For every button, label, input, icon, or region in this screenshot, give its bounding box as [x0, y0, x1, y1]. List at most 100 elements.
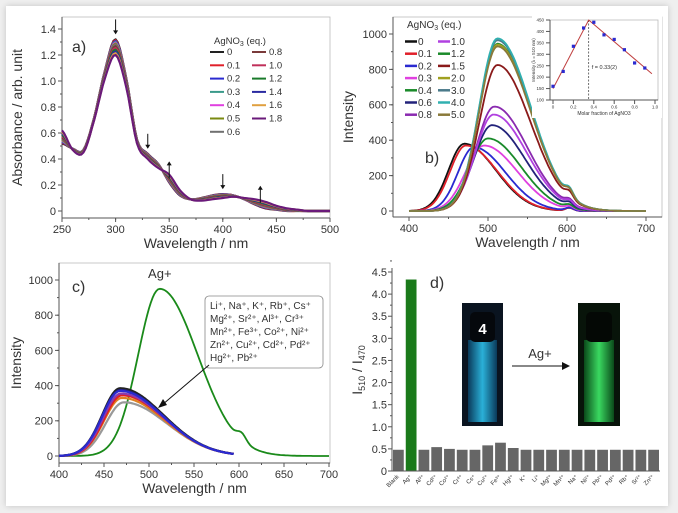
y-tick-label: 600	[369, 100, 387, 112]
bar	[546, 449, 557, 471]
series-line	[61, 39, 330, 213]
series-line	[61, 38, 330, 213]
x-tick-label: 450	[95, 469, 113, 481]
y-tick-label: 1.0	[41, 76, 56, 88]
legend-title-text: AgNO	[214, 36, 240, 47]
x-tick-label: Al³⁺	[414, 473, 426, 485]
y-tick-label: 1.4	[41, 24, 56, 36]
reaction-arrow-label: Ag+	[528, 346, 552, 361]
data-point	[602, 33, 606, 37]
bar	[482, 445, 494, 471]
y-tick-label: 1000	[29, 275, 53, 287]
legend-title-sub: 3	[434, 25, 438, 32]
y-tick-label: 200	[536, 75, 544, 80]
ion-list-box	[204, 295, 324, 369]
arrow-head-icon	[220, 185, 226, 190]
y-tick-label: 600	[35, 345, 53, 357]
x-axis-label: Wavelength / nm	[142, 480, 247, 496]
legend-label: 2.0	[451, 74, 465, 85]
ion-series-line	[58, 389, 234, 457]
y-tick-label: 0	[381, 206, 387, 218]
bar	[635, 449, 647, 471]
x-tick-label: 350	[160, 224, 178, 236]
panel-label: b)	[425, 150, 439, 167]
x-tick-label: 600	[558, 223, 576, 235]
bar	[648, 449, 659, 471]
x-tick-label: 450	[267, 224, 285, 236]
x-tick-label: 550	[185, 469, 203, 481]
legend-label: 0.2	[227, 74, 240, 85]
series-line	[61, 50, 330, 213]
y-tick-label: 3.5	[372, 311, 387, 323]
x-tick-label: Zn²⁺	[642, 473, 656, 487]
legend-title-rest: (eq.)	[244, 36, 266, 47]
ion-list-line: Li⁺, Na⁺, K⁺, Rb⁺, Cs⁺	[210, 301, 311, 312]
series-line	[409, 45, 646, 212]
x-tick-label: 0.4	[591, 105, 598, 110]
legend: AgNO3 (eq.) 00.10.2 0.30.40.60.8 1.01.21.5 2…	[405, 20, 465, 121]
arrow-head-icon	[145, 144, 151, 149]
y-tick-label: 100	[536, 98, 544, 103]
bar	[444, 448, 455, 471]
y-tick-label: 800	[35, 310, 53, 322]
legend-label: 0.8	[269, 47, 282, 58]
pointer-arrow-head-icon	[158, 399, 167, 408]
x-tick-label: Pb²⁺	[591, 473, 605, 487]
data-point	[612, 37, 616, 42]
series-line	[61, 53, 330, 213]
y-tick-label: 400	[536, 29, 544, 34]
x-tick-label: 400	[400, 223, 418, 235]
x-tick-label: 0.8	[631, 105, 638, 110]
x-tick-label: 0.2	[570, 105, 577, 110]
data-point	[622, 48, 626, 52]
x-tick-label: Cr³⁺	[452, 473, 465, 486]
legend-label: 0.1	[227, 60, 240, 71]
bar	[469, 449, 481, 471]
x-tick-label: 0	[552, 105, 555, 110]
legend-label: 1.4	[269, 87, 282, 98]
ion-list-line: Mg²⁺, Sr²⁺, Al³⁺, Cr³⁺	[210, 314, 304, 325]
y-tick-label: 200	[35, 416, 53, 428]
y-tick-label: 4.5	[372, 267, 387, 279]
y-tick-label: 300	[536, 52, 544, 57]
legend-label: 0.5	[227, 114, 240, 125]
bar	[393, 449, 404, 471]
legend-label: 0.3	[418, 74, 432, 85]
x-tick-label: 250	[53, 224, 71, 236]
panel-d: 0 0.5 1.0 1.5 2.0 2.5 3.0 3.5 4.0 4.5 I510 / I470 B…	[349, 260, 660, 489]
x-axis-label: Wavelength / nm	[475, 234, 580, 250]
y-tick-label: 1.2	[41, 50, 56, 62]
x-tick-label: Blank	[386, 473, 402, 489]
x-tick-label: Na⁺	[567, 473, 580, 486]
y-tick-label: 0.2	[41, 180, 56, 192]
x-tick-label: Rb⁺	[618, 473, 631, 486]
legend-label: 1.0	[269, 60, 282, 71]
x-tick-label: 400	[50, 469, 68, 481]
panel-label: c)	[72, 279, 85, 296]
cuvette-liquid-blue	[468, 340, 497, 422]
legend-label: 0.6	[227, 127, 240, 138]
legend-label: 0.2	[418, 61, 432, 72]
y-tick-label: 1.0	[372, 422, 387, 434]
x-tick-label: 650	[275, 469, 293, 481]
y-tick-label: 0.5	[372, 444, 387, 456]
y-tick-label: 0	[381, 466, 387, 478]
legend-title-rest: (eq.)	[438, 20, 461, 31]
cuvette-liquid-green	[584, 340, 614, 422]
legend-label: 0.4	[418, 86, 432, 97]
series-line	[61, 42, 330, 213]
legend-label: 0.3	[227, 87, 240, 98]
bar	[456, 449, 468, 471]
legend-label: 1.8	[269, 114, 282, 125]
data-point	[633, 61, 637, 65]
ion-list-line: Mn²⁺, Fe³⁺, Co²⁺, Ni²⁺	[210, 327, 309, 338]
x-tick-label: Hg²⁺	[502, 473, 516, 487]
bar	[571, 449, 583, 471]
fit-annotation: f = 0.33(2)	[592, 65, 617, 71]
y-tick-label: 1.5	[372, 400, 387, 412]
legend-label: 1.2	[451, 49, 465, 60]
y-axis-label: Intensity (λ = 510 nm)	[531, 38, 536, 82]
y-tick-label: 1000	[363, 29, 387, 41]
bar	[507, 448, 519, 471]
